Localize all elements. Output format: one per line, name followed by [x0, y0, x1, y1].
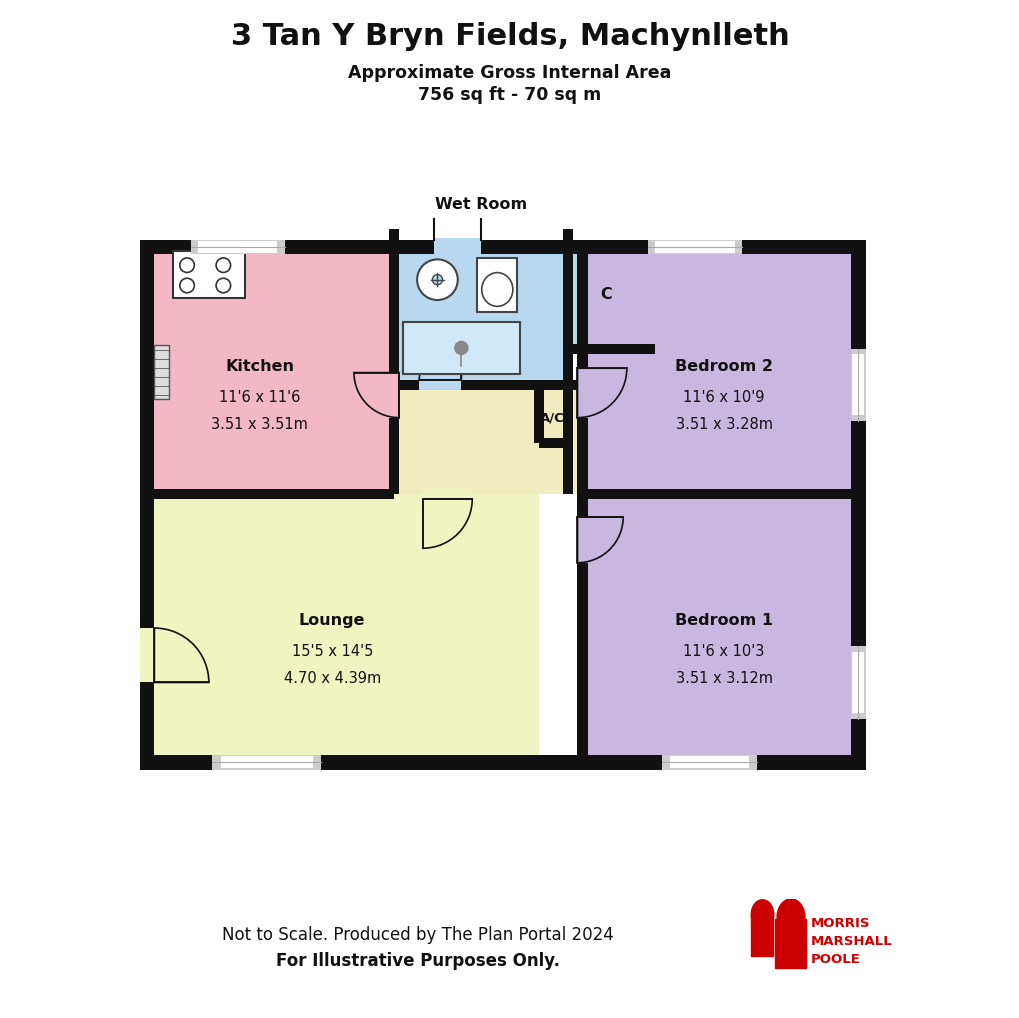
Bar [140, 628, 156, 682]
Bar [850, 348, 865, 421]
Circle shape [750, 900, 773, 929]
Bar [655, 241, 734, 253]
Circle shape [454, 341, 468, 354]
Text: Bedroom 1: Bedroom 1 [675, 613, 772, 628]
Text: 756 sq ft - 70 sq m: 756 sq ft - 70 sq m [418, 86, 601, 104]
Bar [154, 345, 169, 399]
Bar [393, 385, 582, 494]
Text: MORRIS
MARSHALL
POOLE: MORRIS MARSHALL POOLE [810, 917, 892, 966]
Circle shape [432, 275, 442, 285]
Wedge shape [354, 373, 398, 417]
Circle shape [417, 260, 458, 300]
Bar [140, 240, 393, 494]
Text: Kitchen: Kitchen [225, 359, 293, 375]
Bar [568, 240, 640, 348]
Bar [388, 229, 398, 494]
Bar [140, 240, 154, 770]
Wedge shape [423, 499, 472, 549]
Text: C: C [600, 287, 611, 301]
Bar [750, 915, 772, 956]
Bar [774, 919, 805, 968]
Text: 11'6 x 11'6: 11'6 x 11'6 [219, 391, 300, 405]
Bar [212, 755, 321, 770]
Text: Approximate Gross Internal Area: Approximate Gross Internal Area [347, 64, 672, 82]
Bar [850, 646, 865, 719]
Wedge shape [577, 369, 627, 417]
Bar [140, 494, 538, 770]
Bar [140, 240, 865, 254]
Bar [577, 240, 587, 770]
Bar [393, 240, 568, 385]
Wedge shape [154, 628, 209, 682]
Bar [577, 369, 589, 417]
Bar [582, 489, 850, 499]
Text: 11'6 x 10'3: 11'6 x 10'3 [683, 644, 764, 660]
Bar [393, 380, 579, 390]
Bar [172, 250, 245, 298]
Bar [568, 343, 654, 353]
Text: For Illustrative Purposes Only.: For Illustrative Purposes Only. [276, 952, 559, 970]
Bar [419, 379, 461, 390]
Text: 3.51 x 3.28m: 3.51 x 3.28m [675, 417, 771, 433]
Bar [582, 240, 865, 494]
Text: Not to Scale. Produced by The Plan Portal 2024: Not to Scale. Produced by The Plan Porta… [222, 925, 613, 944]
Ellipse shape [481, 273, 513, 306]
Text: 15'5 x 14'5: 15'5 x 14'5 [291, 644, 373, 660]
Wedge shape [577, 517, 623, 563]
Bar [852, 354, 863, 415]
Wedge shape [419, 338, 461, 380]
Bar [140, 755, 865, 770]
Bar [647, 240, 742, 254]
Bar [433, 238, 481, 254]
Bar [669, 756, 749, 769]
Text: Lounge: Lounge [299, 613, 365, 628]
Bar [533, 390, 543, 443]
Bar [388, 373, 400, 417]
Bar [403, 322, 520, 374]
Text: 3.51 x 3.51m: 3.51 x 3.51m [211, 417, 308, 433]
Bar [852, 652, 863, 713]
Bar [198, 241, 277, 253]
Bar [221, 756, 312, 769]
Bar [538, 438, 573, 448]
Text: A/C: A/C [539, 411, 564, 425]
Bar [154, 489, 393, 499]
Bar [661, 755, 756, 770]
Circle shape [776, 899, 804, 936]
Text: 11'6 x 10'9: 11'6 x 10'9 [683, 391, 764, 405]
Bar [562, 229, 573, 494]
Bar [850, 240, 865, 770]
Text: Bedroom 2: Bedroom 2 [675, 359, 772, 375]
Text: 4.70 x 4.39m: 4.70 x 4.39m [283, 671, 380, 686]
Text: 3.51 x 3.12m: 3.51 x 3.12m [675, 671, 771, 686]
Bar [582, 494, 865, 770]
Bar [477, 258, 517, 313]
Bar [577, 517, 589, 563]
Text: Wet Room: Wet Room [434, 197, 527, 213]
Bar [191, 240, 284, 254]
Bar [423, 488, 472, 499]
Text: 3 Tan Y Bryn Fields, Machynlleth: 3 Tan Y Bryn Fields, Machynlleth [230, 22, 789, 51]
